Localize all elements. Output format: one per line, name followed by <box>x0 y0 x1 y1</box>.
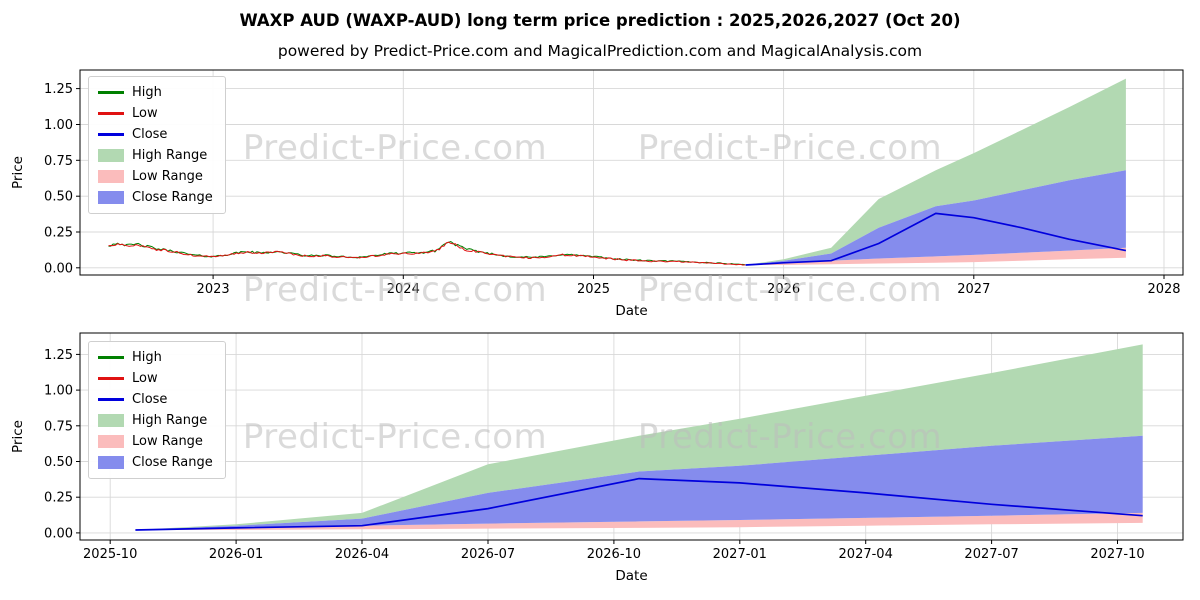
band-high-range <box>745 78 1126 265</box>
x-tick-label: 2027 <box>957 282 990 297</box>
legend-item-low: Low <box>98 370 213 387</box>
y-axis-label: Price <box>10 420 26 453</box>
y-tick-label: 1.25 <box>44 348 73 363</box>
band-low-range <box>745 247 1126 265</box>
legend-item-close: Close <box>98 126 213 143</box>
legend-item-close-range: Close Range <box>98 189 213 206</box>
legend-label: Low <box>132 371 158 386</box>
y-tick-label: 0.25 <box>44 491 73 506</box>
legend-item-low: Low <box>98 105 213 122</box>
chart-subtitle: powered by Predict-Price.com and Magical… <box>277 42 923 60</box>
y-tick-label: 1.25 <box>44 82 73 97</box>
legend-swatch-patch <box>98 414 124 427</box>
legend-item-low-range: Low Range <box>98 433 213 450</box>
band-close-range <box>745 170 1126 265</box>
legend-item-high: High <box>98 349 213 366</box>
watermark: Predict-Price.com <box>242 417 548 457</box>
x-tick-label: 2027-04 <box>839 547 893 562</box>
band-close-range <box>135 435 1143 530</box>
plot-border <box>79 69 1184 276</box>
x-tick-label: 2023 <box>197 282 230 297</box>
legend-label: High Range <box>132 413 208 428</box>
x-tick-label: 2025 <box>577 282 610 297</box>
x-axis-label: Date <box>615 568 647 584</box>
y-tick-label: 0.00 <box>44 261 73 276</box>
legend-swatch-line <box>98 377 124 380</box>
bottom-chart: 2025-10 2026-01 2026-04 2026-07 2026-10 2027-… <box>10 332 1184 584</box>
legend-swatch-line <box>98 91 124 94</box>
legend-label: Close Range <box>132 190 213 205</box>
legend-item-high: High <box>98 84 213 101</box>
x-tick-label: 2027-10 <box>1090 547 1144 562</box>
legend-swatch-line <box>98 398 124 401</box>
legend-swatch-line <box>98 356 124 359</box>
watermark: Predict-Price.com <box>242 270 548 310</box>
legend-label: Close <box>132 127 168 142</box>
x-tick-label: 2025-10 <box>83 547 137 562</box>
legend-item-close: Close <box>98 391 213 408</box>
legend-label: Low Range <box>132 169 203 184</box>
y-tick-label: 1.00 <box>44 384 73 399</box>
legend-label: Low Range <box>132 434 203 449</box>
legend-top: High Low Close High Range Low Range Close Ran… <box>88 76 226 214</box>
x-tick-label: 2026-01 <box>209 547 263 562</box>
y-tick-label: 0.50 <box>44 190 73 205</box>
legend-label: Close Range <box>132 455 213 470</box>
legend-item-low-range: Low Range <box>98 168 213 185</box>
legend-swatch-patch <box>98 191 124 204</box>
legend-label: Close <box>132 392 168 407</box>
legend-label: High <box>132 350 162 365</box>
x-tick-label: 2028 <box>1147 282 1180 297</box>
y-tick-label: 0.25 <box>44 226 73 241</box>
watermark: Predict-Price.com <box>242 128 548 168</box>
y-tick-label: 0.00 <box>44 526 73 541</box>
band-low-range <box>135 512 1143 530</box>
watermark: Predict-Price.com <box>637 128 943 168</box>
series-close-line <box>135 477 1143 531</box>
x-tick-label: 2027-01 <box>713 547 767 562</box>
legend-label: High <box>132 85 162 100</box>
x-axis-label: Date <box>615 303 647 319</box>
y-tick-label: 1.00 <box>44 118 73 133</box>
y-axis-label: Price <box>10 156 26 189</box>
plot-border <box>79 332 1184 541</box>
legend-label: Low <box>132 106 158 121</box>
legend-label: High Range <box>132 148 208 163</box>
legend-bottom: High Low Close High Range Low Range Close Ran… <box>88 341 226 479</box>
legend-swatch-line <box>98 112 124 115</box>
x-tick-label: 2026 <box>767 282 800 297</box>
y-tick-label: 0.75 <box>44 154 73 169</box>
series-close-line <box>745 212 1127 266</box>
x-tick-label: 2027-07 <box>964 547 1018 562</box>
series-low-line <box>108 241 746 266</box>
watermark: Predict-Price.com <box>637 270 943 310</box>
y-tick-label: 0.75 <box>44 419 73 434</box>
legend-swatch-patch <box>98 170 124 183</box>
x-tick-label: 2026-07 <box>461 547 515 562</box>
watermark: Predict-Price.com <box>637 417 943 457</box>
legend-item-high-range: High Range <box>98 412 213 429</box>
legend-swatch-patch <box>98 435 124 448</box>
legend-item-close-range: Close Range <box>98 454 213 471</box>
legend-item-high-range: High Range <box>98 147 213 164</box>
y-tick-label: 0.50 <box>44 455 73 470</box>
x-tick-label: 2024 <box>387 282 420 297</box>
band-high-range <box>135 344 1143 530</box>
x-tick-label: 2026-04 <box>335 547 389 562</box>
legend-swatch-patch <box>98 456 124 469</box>
legend-swatch-line <box>98 133 124 136</box>
x-tick-label: 2026-10 <box>587 547 641 562</box>
chart-title: WAXP AUD (WAXP-AUD) long term price pred… <box>239 11 961 30</box>
legend-swatch-patch <box>98 149 124 162</box>
top-chart: 2023 2024 2025 2026 2027 2028 0.00 0.25 0.50 0.75… <box>10 69 1184 319</box>
